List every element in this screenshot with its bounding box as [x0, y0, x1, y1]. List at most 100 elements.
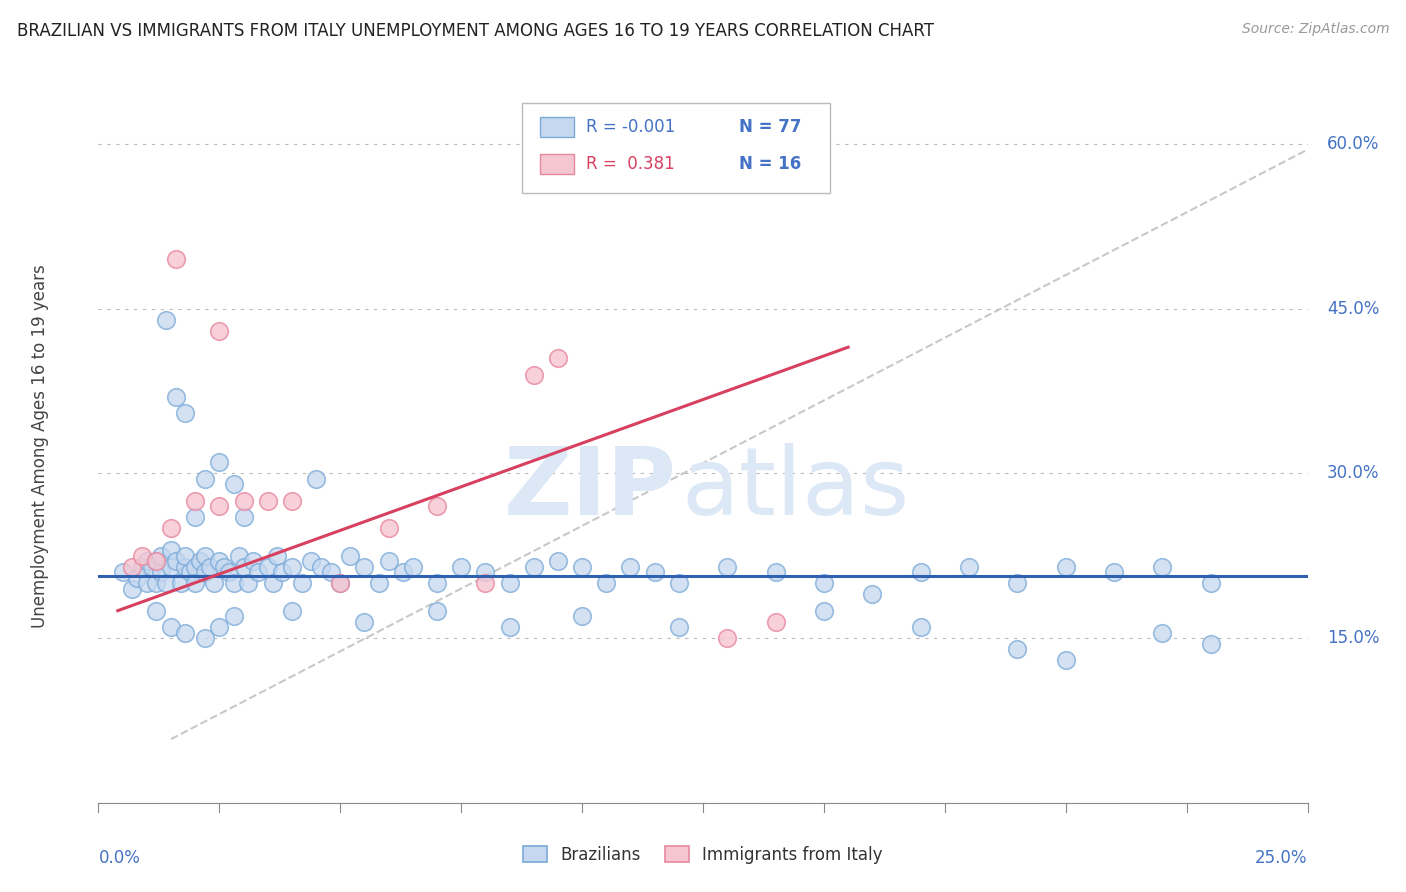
Point [547, 554, 569, 568]
Point [1199, 637, 1222, 651]
Point [208, 324, 231, 338]
Point [1007, 576, 1029, 591]
Text: 45.0%: 45.0% [1327, 300, 1379, 318]
Point [160, 559, 183, 574]
Point [194, 549, 217, 563]
Point [910, 620, 932, 634]
Point [204, 576, 226, 591]
Point [160, 543, 183, 558]
Point [1007, 642, 1029, 657]
Point [266, 549, 288, 563]
Point [222, 576, 245, 591]
Point [127, 571, 149, 585]
Point [426, 604, 449, 618]
Text: atlas: atlas [682, 442, 910, 535]
Point [222, 477, 245, 491]
Point [256, 494, 278, 508]
Point [860, 587, 883, 601]
Point [194, 472, 217, 486]
Point [228, 549, 250, 563]
Point [619, 559, 641, 574]
Point [184, 494, 207, 508]
Point [426, 576, 449, 591]
Point [145, 576, 167, 591]
Point [716, 631, 738, 645]
Point [208, 455, 231, 469]
Point [145, 554, 167, 568]
Point [377, 521, 399, 535]
Point [184, 510, 207, 524]
Point [668, 576, 690, 591]
Point [174, 625, 197, 640]
Point [208, 554, 231, 568]
Point [353, 615, 375, 629]
Text: 30.0%: 30.0% [1327, 465, 1379, 483]
Point [1054, 653, 1077, 667]
Point [547, 351, 569, 366]
Point [644, 566, 666, 580]
Point [281, 604, 304, 618]
Point [290, 576, 312, 591]
Point [150, 566, 173, 580]
Point [121, 582, 143, 596]
Legend: Brazilians, Immigrants from Italy: Brazilians, Immigrants from Italy [517, 839, 889, 871]
Point [111, 566, 134, 580]
Text: R =  0.381: R = 0.381 [586, 155, 675, 173]
Point [165, 390, 187, 404]
Text: BRAZILIAN VS IMMIGRANTS FROM ITALY UNEMPLOYMENT AMONG AGES 16 TO 19 YEARS CORREL: BRAZILIAN VS IMMIGRANTS FROM ITALY UNEMP… [17, 22, 934, 40]
Point [957, 559, 980, 574]
Point [131, 549, 153, 563]
Point [121, 559, 143, 574]
Point [309, 559, 332, 574]
Point [262, 576, 284, 591]
Text: ZIP: ZIP [503, 442, 676, 535]
Point [194, 631, 217, 645]
FancyBboxPatch shape [540, 154, 574, 174]
Point [498, 620, 520, 634]
Point [232, 510, 254, 524]
Point [160, 620, 183, 634]
Point [319, 566, 342, 580]
Point [1152, 625, 1174, 640]
Point [179, 566, 201, 580]
Point [150, 549, 173, 563]
FancyBboxPatch shape [522, 103, 830, 193]
Point [1152, 559, 1174, 574]
Point [765, 615, 787, 629]
Point [238, 576, 260, 591]
Point [426, 500, 449, 514]
Point [271, 566, 294, 580]
Point [145, 604, 167, 618]
Point [281, 494, 304, 508]
Point [595, 576, 617, 591]
Point [242, 554, 264, 568]
Text: Unemployment Among Ages 16 to 19 years: Unemployment Among Ages 16 to 19 years [31, 264, 49, 628]
Point [305, 472, 328, 486]
Point [222, 609, 245, 624]
Point [523, 368, 546, 382]
Point [169, 576, 191, 591]
Point [208, 620, 231, 634]
Point [339, 549, 361, 563]
Point [135, 554, 157, 568]
Text: R = -0.001: R = -0.001 [586, 118, 675, 136]
Point [232, 494, 254, 508]
Point [184, 576, 207, 591]
Point [450, 559, 472, 574]
Point [813, 604, 835, 618]
Point [571, 559, 593, 574]
FancyBboxPatch shape [540, 117, 574, 137]
Point [402, 559, 425, 574]
Point [392, 566, 415, 580]
Point [160, 521, 183, 535]
Point [247, 566, 270, 580]
Text: N = 77: N = 77 [740, 118, 801, 136]
Point [198, 559, 221, 574]
Point [523, 559, 546, 574]
Point [165, 554, 187, 568]
Point [1054, 559, 1077, 574]
Point [1199, 576, 1222, 591]
Point [668, 620, 690, 634]
Text: 15.0%: 15.0% [1327, 629, 1379, 647]
Point [174, 559, 197, 574]
